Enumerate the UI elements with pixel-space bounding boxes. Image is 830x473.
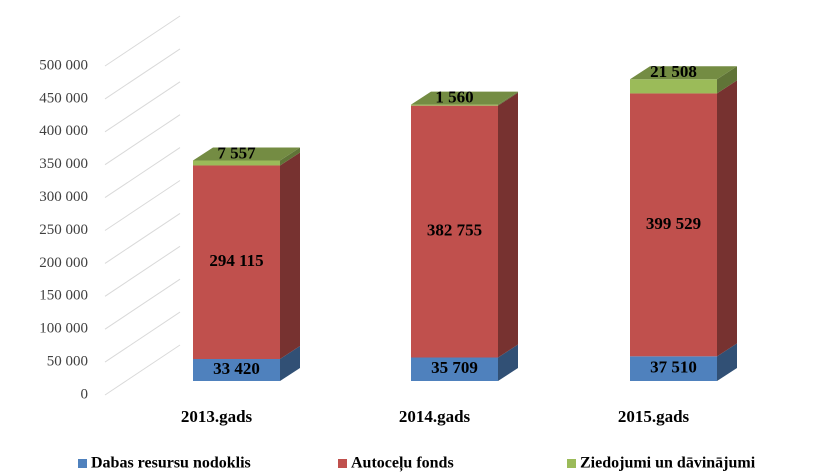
- data-label: 21 508: [650, 62, 697, 81]
- data-label: 382 755: [427, 220, 482, 239]
- bar-segment: [411, 105, 498, 358]
- bar-side: [498, 344, 518, 381]
- bar-segment: [630, 79, 717, 94]
- grid-line: [104, 114, 181, 166]
- grid-line: [104, 15, 181, 67]
- bar-side: [280, 346, 300, 381]
- bar-segment: [193, 165, 280, 360]
- grid-line: [104, 48, 181, 100]
- data-label: 7 557: [217, 143, 256, 162]
- x-tick-label: 2015.gads: [618, 407, 690, 426]
- y-tick-label: 500 000: [39, 57, 88, 73]
- bar-segment: [630, 93, 717, 357]
- data-label: 37 510: [650, 358, 697, 377]
- bar-top: [630, 66, 737, 80]
- bar-segment: [411, 104, 498, 106]
- legend-label: Dabas resursu nodoklis: [91, 455, 251, 472]
- grid-line: [104, 147, 181, 199]
- data-label: 399 529: [646, 214, 701, 233]
- bar-side: [498, 91, 518, 106]
- grid-line: [104, 245, 181, 297]
- y-tick-label: 0: [81, 386, 89, 402]
- data-label: 35 709: [431, 358, 478, 377]
- bar-side: [717, 343, 737, 381]
- bar-segment: [193, 160, 280, 166]
- legend-swatch: [567, 459, 576, 468]
- data-label: 294 115: [209, 251, 263, 270]
- legend-swatch: [338, 459, 347, 468]
- y-tick-label: 450 000: [39, 90, 88, 106]
- x-tick-label: 2014.gads: [399, 407, 471, 426]
- bar-top: [411, 91, 518, 105]
- y-tick-label: 200 000: [39, 255, 88, 271]
- y-tick-label: 300 000: [39, 189, 88, 205]
- grid-line: [104, 344, 181, 396]
- bar-side: [717, 80, 737, 357]
- grid-line: [104, 180, 181, 231]
- legend-label: Autoceļu fonds: [351, 455, 454, 473]
- y-tick-label: 350 000: [39, 156, 88, 172]
- y-tick-label: 400 000: [39, 123, 88, 139]
- data-label: 1 560: [435, 88, 473, 107]
- bar-segment: [193, 359, 280, 381]
- y-tick-label: 250 000: [39, 222, 88, 238]
- data-label: 33 420: [213, 359, 260, 378]
- bar-segment: [411, 357, 498, 381]
- legend-swatch: [78, 459, 87, 468]
- y-tick-label: 50 000: [47, 354, 88, 370]
- bar-side: [498, 92, 518, 358]
- legend-label: Ziedojumi un dāvinājumi: [580, 455, 756, 472]
- grid-line: [104, 311, 181, 363]
- grid-line: [104, 278, 181, 330]
- y-tick-label: 100 000: [39, 321, 88, 337]
- bar-side: [717, 66, 737, 94]
- bar-segment: [630, 356, 717, 381]
- bar-side: [280, 152, 300, 360]
- y-tick-label: 150 000: [39, 288, 88, 304]
- x-tick-label: 2013.gads: [181, 407, 253, 426]
- bar-side: [280, 147, 300, 166]
- grid-line: [104, 212, 181, 264]
- grid-line: [104, 81, 181, 133]
- bar-top: [193, 147, 300, 161]
